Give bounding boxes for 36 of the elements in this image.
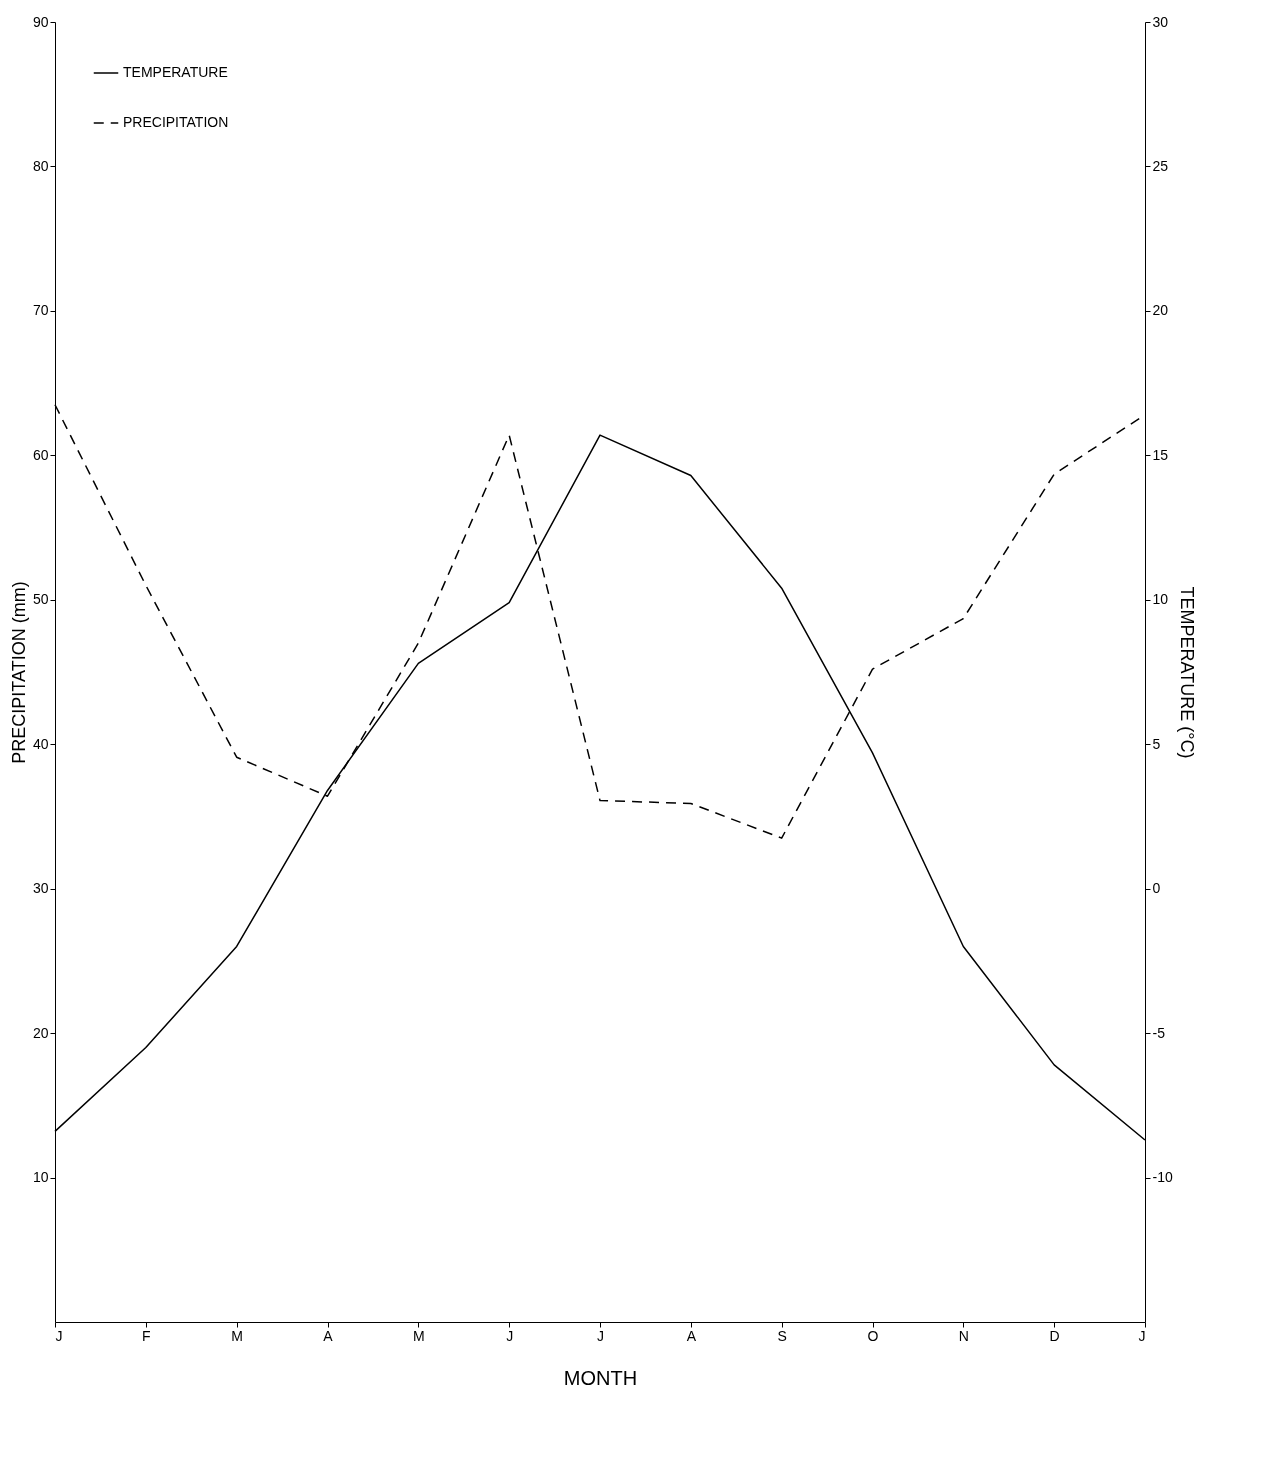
x-tick-label: J: [55, 1327, 63, 1344]
x-tick-label: F: [142, 1327, 151, 1344]
y2-tick-label: 30: [1152, 13, 1169, 30]
legend-label: PRECIPITATION: [123, 114, 229, 130]
x-tick-label: S: [777, 1327, 787, 1344]
y-tick-label: 10: [32, 1169, 49, 1186]
y-tick-label: 60: [32, 446, 49, 463]
y2-tick-label: 5: [1152, 735, 1161, 752]
x-tick-label: M: [413, 1327, 425, 1344]
y2-tick-label: 15: [1152, 446, 1169, 463]
y-tick-label: 80: [32, 157, 49, 174]
x-tick-label: N: [958, 1327, 969, 1344]
y-tick-label: 50: [32, 591, 49, 608]
x-tick-label: A: [323, 1327, 334, 1344]
y2-tick-label: -10: [1152, 1169, 1173, 1186]
y-tick-label: 30: [32, 880, 49, 897]
x-tick-label: D: [1049, 1327, 1060, 1344]
y2-tick-label: 10: [1152, 591, 1169, 608]
legend-label: TEMPERATURE: [123, 64, 228, 80]
y-tick-label: 70: [32, 302, 49, 319]
y-tick-label: 20: [32, 1024, 49, 1041]
y-axis-title: PRECIPITATION (mm): [8, 581, 29, 764]
y2-tick-label: 25: [1152, 157, 1169, 174]
y2-tick-label: 0: [1152, 880, 1161, 897]
x-tick-label: J: [506, 1327, 514, 1344]
y2-axis-title: TEMPERATURE (°C): [1176, 586, 1197, 759]
x-tick-label: A: [686, 1327, 697, 1344]
x-tick-label: O: [867, 1327, 879, 1344]
x-tick-label: J: [1138, 1327, 1146, 1344]
x-tick-label: J: [597, 1327, 604, 1344]
x-axis-title: MONTH: [563, 1366, 638, 1389]
y-tick-label: 40: [32, 735, 49, 752]
x-tick-label: M: [231, 1327, 243, 1344]
y2-tick-label: 20: [1152, 302, 1169, 319]
y2-tick-label: -5: [1152, 1024, 1166, 1041]
y-tick-label: 90: [32, 13, 49, 30]
